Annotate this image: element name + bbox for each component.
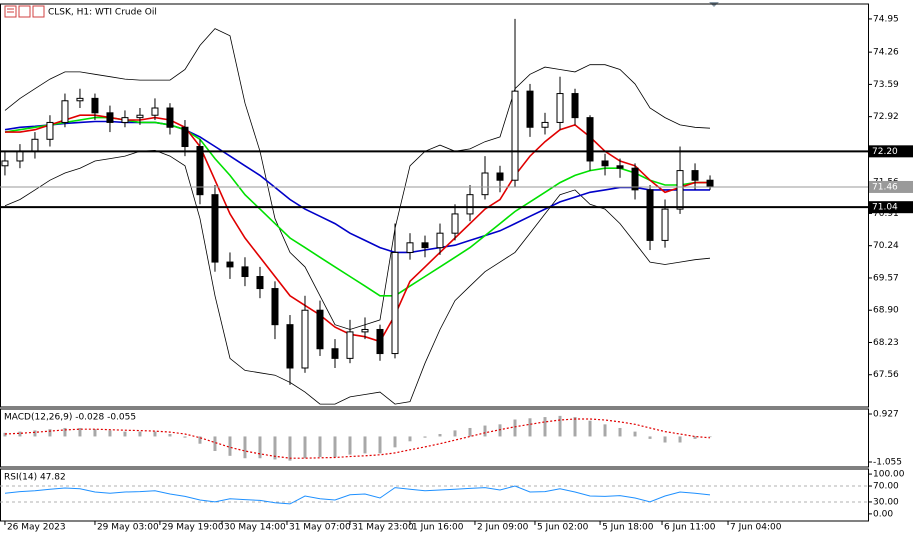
x-tick-label: 31 May 07:00 — [289, 523, 351, 533]
x-tick-label: 26 May 2023 — [7, 523, 66, 533]
y-tick-label: 30.00 — [873, 497, 899, 507]
candle-body — [571, 93, 579, 119]
candle-body — [556, 93, 564, 123]
candle-body — [76, 97, 84, 102]
candle-body — [436, 232, 444, 249]
price-label-box — [869, 201, 913, 214]
candle-body — [316, 309, 324, 350]
y-tick-label: 68.90 — [873, 306, 899, 316]
candle-body — [166, 107, 174, 128]
signal-line — [4, 418, 711, 459]
candle-body — [271, 288, 279, 326]
y-tick-label: 100.00 — [873, 470, 905, 480]
candle-body — [46, 121, 54, 140]
candle-body — [406, 242, 414, 253]
x-tick-label: 1 Jun 16:00 — [412, 523, 464, 533]
pane-frame — [0, 3, 869, 408]
candle-body — [181, 126, 189, 148]
candle-body — [31, 138, 39, 152]
candle-body — [16, 150, 24, 162]
price-label: 71.04 — [872, 203, 898, 213]
candle-body — [361, 328, 369, 333]
candle-body — [586, 117, 594, 162]
candle-body — [631, 167, 639, 191]
candle-body — [331, 348, 339, 359]
candle-body — [466, 194, 474, 215]
toolbar-icons — [4, 5, 45, 18]
y-tick-label: 0.00 — [873, 509, 893, 519]
y-tick-label: 0.927 — [873, 410, 899, 420]
candle-body — [676, 170, 684, 210]
candle-body — [136, 114, 144, 119]
y-tick-label: -1.055 — [873, 457, 902, 467]
candle-body — [106, 112, 114, 123]
candle-body — [691, 170, 699, 181]
y-tick-label: 70.91 — [873, 209, 899, 219]
rsi-line — [4, 485, 711, 505]
icon — [32, 5, 45, 18]
candle-body — [121, 117, 129, 123]
candle-body — [196, 146, 204, 196]
candle-body — [91, 97, 99, 114]
candle-body — [151, 107, 159, 116]
candle-body — [391, 251, 399, 355]
pane-frame — [0, 408, 869, 468]
x-tick-label: 29 May 03:00 — [97, 523, 159, 533]
candle-body — [661, 208, 669, 241]
candle-body — [421, 242, 429, 249]
y-tick-label: 69.57 — [873, 273, 899, 283]
candle-body — [286, 324, 294, 369]
candle-body — [376, 328, 384, 355]
y-tick-label: 68.23 — [873, 338, 899, 348]
candle-body — [226, 261, 234, 268]
price-label-box — [869, 180, 913, 193]
candle-body — [481, 172, 489, 196]
y-tick-label: 74.26 — [873, 48, 899, 58]
icon — [18, 5, 31, 18]
y-tick-label: 74.95 — [873, 14, 899, 24]
candle-body — [61, 100, 69, 123]
candle-body — [601, 160, 609, 167]
y-tick-label: 72.92 — [873, 112, 899, 122]
indicator-line — [4, 28, 711, 330]
y-tick-label: 70.24 — [873, 241, 899, 251]
candle-body — [256, 276, 264, 290]
x-tick-label: 5 Jun 18:00 — [602, 523, 654, 533]
price-label-box — [869, 145, 913, 158]
x-tick-label: 29 May 19:00 — [162, 523, 224, 533]
indicator-line — [4, 149, 711, 405]
candle-body — [451, 213, 459, 234]
candle-body — [211, 194, 219, 263]
pane-title: MACD(12,26,9) -0.028 -0.055 — [4, 413, 136, 423]
y-tick-label: 70.00 — [873, 482, 899, 492]
x-tick-label: 6 Jun 11:00 — [664, 523, 716, 533]
candle-body — [241, 266, 249, 278]
candle-body — [496, 172, 504, 181]
pane-frame — [0, 468, 869, 522]
candle-body — [301, 309, 309, 369]
candle-body — [646, 189, 654, 241]
candle-body — [706, 179, 714, 188]
x-tick-label: 5 Jun 02:00 — [537, 523, 589, 533]
x-tick-label: 7 Jun 04:00 — [730, 523, 782, 533]
candle-body — [511, 90, 519, 181]
candle-body — [1, 160, 9, 167]
y-tick-label: 73.59 — [873, 80, 899, 90]
price-label: 72.20 — [872, 147, 898, 157]
candle-body — [346, 331, 354, 359]
price-label: 71.46 — [872, 182, 898, 192]
pane-title: RSI(14) 47.82 — [4, 473, 66, 483]
y-tick-label: 67.56 — [873, 370, 899, 380]
candle-body — [541, 121, 549, 128]
x-tick-label: 30 May 14:00 — [224, 523, 286, 533]
candle-body — [616, 165, 624, 169]
candle-body — [526, 90, 534, 128]
x-tick-label: 2 Jun 09:00 — [477, 523, 529, 533]
pane-title: CLSK, H1: WTI Crude Oil — [48, 8, 157, 18]
x-tick-label: 31 May 23:00 — [352, 523, 414, 533]
